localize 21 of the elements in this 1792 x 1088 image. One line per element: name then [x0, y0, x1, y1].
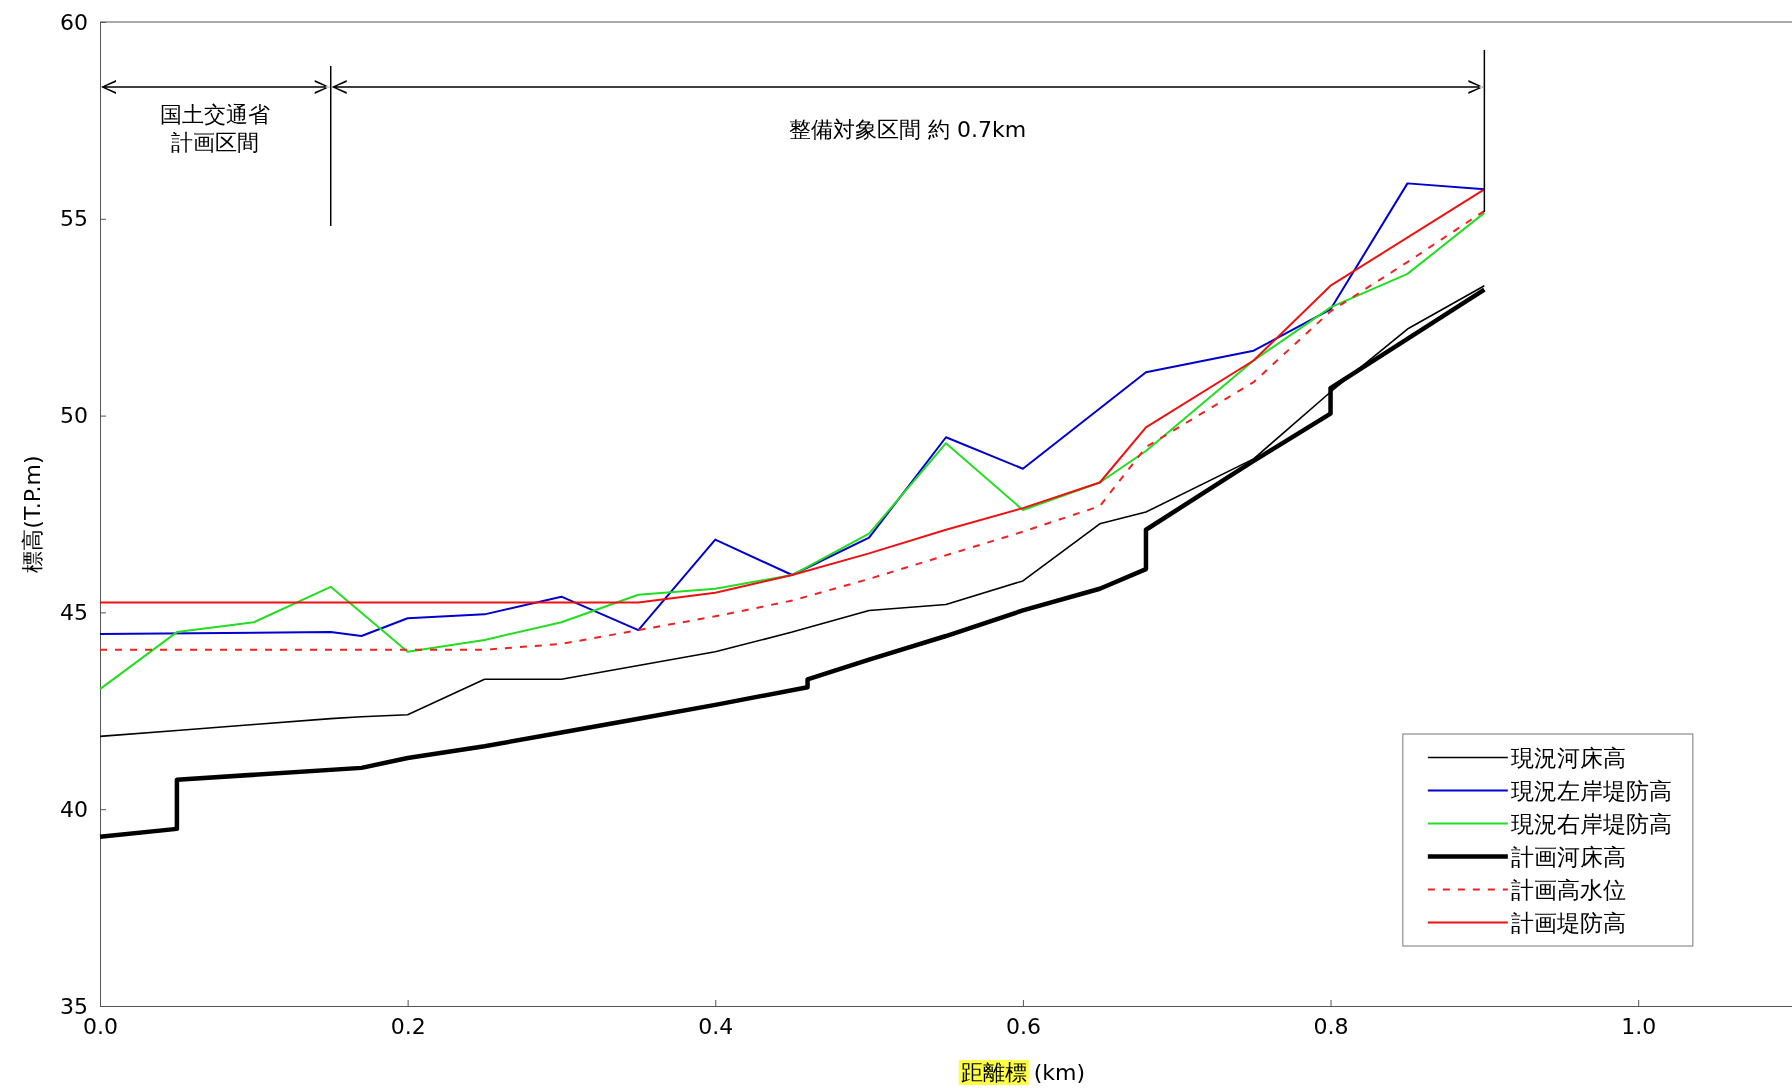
annotation: 国土交通省計画区間 — [160, 102, 271, 155]
x-tick-label: 1.0 — [1621, 1013, 1657, 1039]
legend-label: 現況右岸堤防高 — [1510, 810, 1672, 837]
y-tick-label: 60 — [60, 9, 88, 35]
legend-label: 計画河床高 — [1510, 843, 1626, 870]
x-tick-label: 0.6 — [1005, 1013, 1041, 1039]
x-tick-label: 0.8 — [1313, 1013, 1349, 1039]
y-tick-label: 40 — [60, 796, 88, 822]
line-series — [97, 287, 1487, 839]
annotation: 整備対象区間 約 0.7km — [788, 117, 1027, 142]
y-tick-label: 45 — [60, 599, 88, 625]
y-tick-label: 55 — [60, 206, 88, 232]
legend-label: 現況河床高 — [1510, 744, 1626, 771]
x-tick-label: 0.2 — [390, 1013, 426, 1039]
y-tick-label: 50 — [60, 403, 88, 429]
legend-label: 計画高水位 — [1510, 876, 1626, 903]
y-axis-title: 標高(T.P.m) — [20, 455, 45, 573]
legend-label: 計画堤防高 — [1510, 909, 1626, 936]
x-tick-label: 0.4 — [698, 1013, 734, 1039]
legend-label: 現況左岸堤防高 — [1510, 777, 1672, 804]
x-axis-title: 距離標 (km) — [960, 1060, 1086, 1085]
